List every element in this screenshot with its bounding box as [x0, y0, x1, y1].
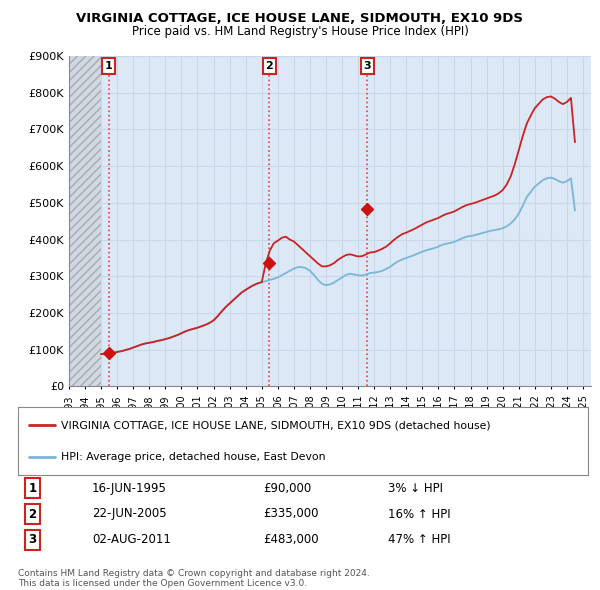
Text: VIRGINIA COTTAGE, ICE HOUSE LANE, SIDMOUTH, EX10 9DS (detached house): VIRGINIA COTTAGE, ICE HOUSE LANE, SIDMOU… — [61, 420, 490, 430]
Text: 02-AUG-2011: 02-AUG-2011 — [92, 533, 171, 546]
Text: 2: 2 — [28, 507, 37, 520]
Text: 22-JUN-2005: 22-JUN-2005 — [92, 507, 167, 520]
Text: £335,000: £335,000 — [263, 507, 319, 520]
Text: £483,000: £483,000 — [263, 533, 319, 546]
Text: Price paid vs. HM Land Registry's House Price Index (HPI): Price paid vs. HM Land Registry's House … — [131, 25, 469, 38]
Text: VIRGINIA COTTAGE, ICE HOUSE LANE, SIDMOUTH, EX10 9DS: VIRGINIA COTTAGE, ICE HOUSE LANE, SIDMOU… — [77, 12, 523, 25]
Text: 3: 3 — [364, 61, 371, 71]
Text: £90,000: £90,000 — [263, 482, 311, 495]
Text: 3: 3 — [28, 533, 37, 546]
Text: Contains HM Land Registry data © Crown copyright and database right 2024.
This d: Contains HM Land Registry data © Crown c… — [18, 569, 370, 588]
Text: 3% ↓ HPI: 3% ↓ HPI — [389, 482, 443, 495]
Text: 2: 2 — [265, 61, 273, 71]
Text: HPI: Average price, detached house, East Devon: HPI: Average price, detached house, East… — [61, 451, 325, 461]
Text: 1: 1 — [28, 482, 37, 495]
Text: 1: 1 — [104, 61, 112, 71]
Text: 16-JUN-1995: 16-JUN-1995 — [92, 482, 167, 495]
Bar — [69, 56, 101, 386]
Text: 16% ↑ HPI: 16% ↑ HPI — [389, 507, 451, 520]
Text: 47% ↑ HPI: 47% ↑ HPI — [389, 533, 451, 546]
